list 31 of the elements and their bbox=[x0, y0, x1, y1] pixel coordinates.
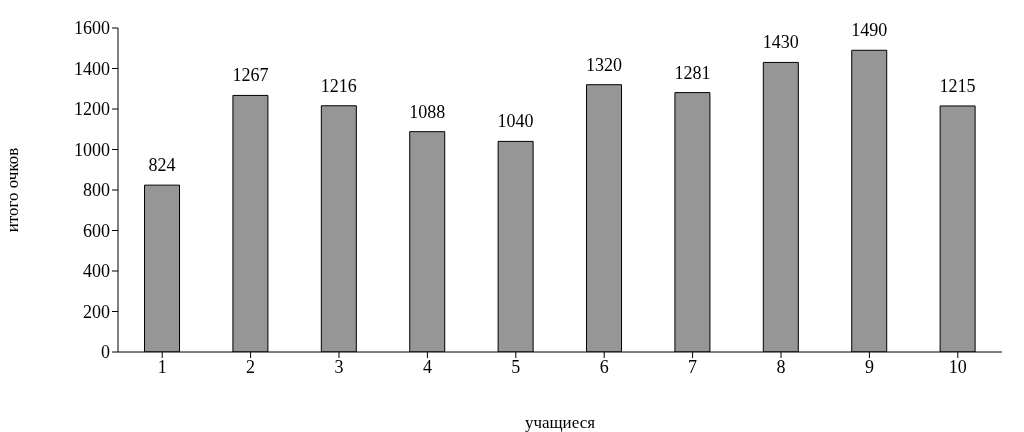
data-label: 1490 bbox=[851, 20, 888, 41]
x-tick-label: 10 bbox=[948, 356, 967, 377]
x-tick-label: 6 bbox=[599, 356, 609, 377]
y-axis-title: итого очков bbox=[3, 147, 23, 233]
y-tick-label: 1200 bbox=[74, 99, 110, 120]
x-tick-label: 8 bbox=[776, 356, 786, 377]
y-tick-label: 1600 bbox=[74, 18, 110, 39]
data-label: 1267 bbox=[232, 65, 269, 86]
x-tick-label: 9 bbox=[864, 356, 874, 377]
data-label: 1320 bbox=[586, 54, 623, 75]
y-tick-label: 200 bbox=[83, 301, 110, 322]
y-tick-label: 400 bbox=[83, 261, 110, 282]
x-axis-title: учащиеся bbox=[524, 413, 596, 432]
data-label: 1281 bbox=[674, 62, 711, 83]
y-tick-label: 600 bbox=[83, 220, 110, 241]
y-tick-label: 1400 bbox=[74, 58, 110, 79]
y-tick-label: 800 bbox=[83, 180, 110, 201]
data-label: 1430 bbox=[762, 32, 799, 53]
data-label: 1088 bbox=[409, 101, 446, 122]
x-tick-label: 4 bbox=[422, 356, 432, 377]
x-tick-label: 5 bbox=[511, 356, 521, 377]
data-label: 1040 bbox=[497, 111, 534, 132]
x-tick-label: 2 bbox=[246, 356, 256, 377]
data-label: 1216 bbox=[320, 75, 357, 96]
data-label: 824 bbox=[148, 155, 176, 176]
x-tick-label: 1 bbox=[157, 356, 167, 377]
x-tick-label: 7 bbox=[688, 356, 698, 377]
data-label: 1215 bbox=[939, 75, 976, 96]
y-tick-label: 0 bbox=[101, 342, 110, 363]
y-tick-label: 1000 bbox=[74, 139, 110, 160]
x-tick-label: 3 bbox=[334, 356, 344, 377]
